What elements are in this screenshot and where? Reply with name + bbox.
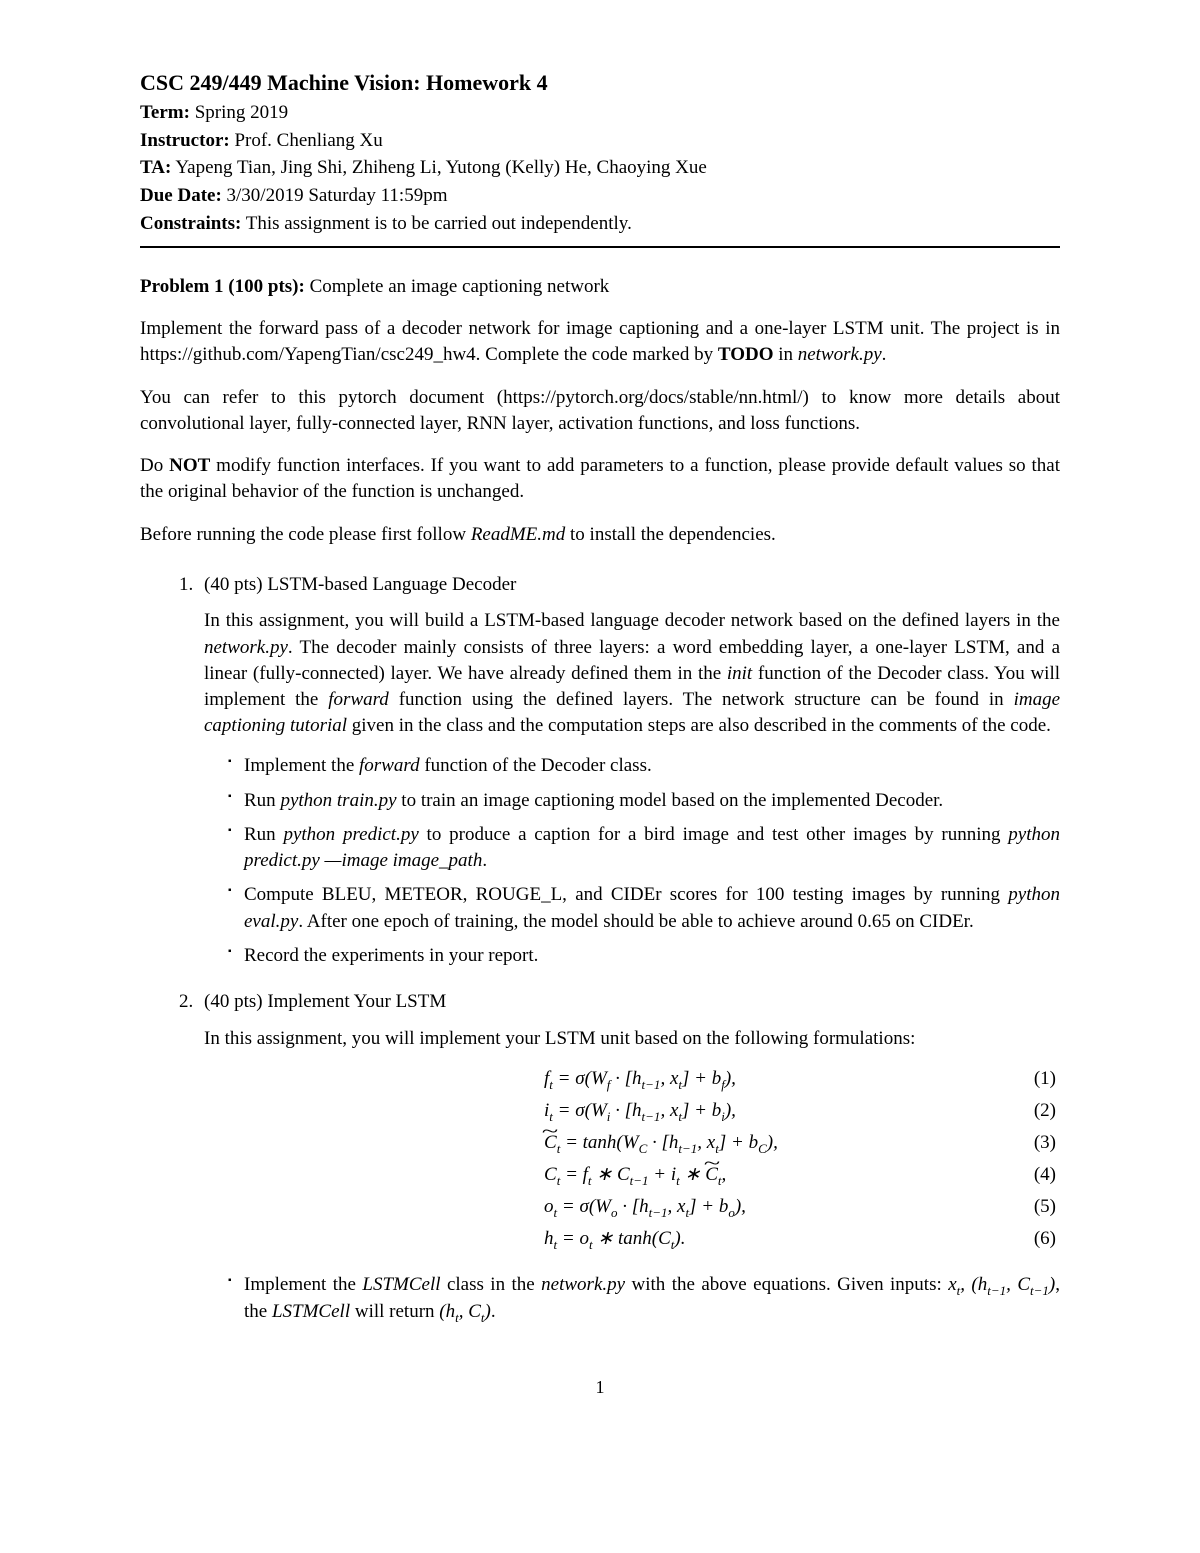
q1-heading: (40 pts) LSTM-based Language Decoder (204, 574, 516, 595)
q2b1d: network.py (541, 1274, 625, 1295)
q1pa: In this assignment, you will build a LST… (204, 610, 1060, 631)
q1pd: init (727, 663, 752, 684)
instructor-line: Instructor: Prof. Chenliang Xu (140, 128, 1060, 154)
q1b1b: forward (359, 755, 420, 776)
p4c: to install the dependencies. (565, 524, 776, 545)
q1b2c: to train an image captioning model based… (397, 790, 944, 811)
ta-line: TA: Yapeng Tian, Jing Shi, Zhiheng Li, Y… (140, 155, 1060, 181)
eq-2: it = σ(Wi · [ht−1, xt] + bi), (2) (204, 1098, 1060, 1126)
q1-paragraph: In this assignment, you will build a LST… (204, 608, 1060, 739)
q1-b5: Record the experiments in your report. (228, 943, 1060, 969)
p1d: network.py (798, 344, 882, 365)
q1b2b: python train.py (280, 790, 396, 811)
p3a: Do (140, 455, 169, 476)
p1c: in (773, 344, 797, 365)
term-line: Term: Spring 2019 (140, 100, 1060, 126)
q1pg: function using the defined layers. The n… (389, 689, 1014, 710)
eq-num-6: (6) (1016, 1226, 1060, 1253)
q2b1math2: (ht, Ct) (439, 1301, 491, 1322)
q2b1math1: xt, (ht−1, Ct−1) (948, 1274, 1055, 1295)
term-label: Term: (140, 102, 190, 123)
eq-5: ot = σ(Wo · [ht−1, xt] + bo), (5) (204, 1194, 1060, 1222)
q2-heading: (40 pts) Implement Your LSTM (204, 991, 446, 1012)
q1-item: (40 pts) LSTM-based Language Decoder In … (198, 572, 1060, 969)
constraints-label: Constraints: (140, 213, 241, 234)
intro-p3: Do NOT modify function interfaces. If yo… (140, 453, 1060, 505)
due-value: 3/30/2019 Saturday 11:59pm (222, 185, 448, 206)
q2b1b: LSTMCell (362, 1274, 440, 1295)
p3c: modify function interfaces. If you want … (140, 455, 1060, 502)
p3b: NOT (169, 455, 210, 476)
q1-b2: Run python train.py to train an image ca… (228, 788, 1060, 814)
q2b1h: will return (350, 1301, 439, 1322)
intro-p2: You can refer to this pytorch document (… (140, 385, 1060, 437)
problem-title-text: Complete an image captioning network (305, 276, 609, 297)
equation-block: ft = σ(Wf · [ht−1, xt] + bf), (1) it = σ… (204, 1066, 1060, 1254)
q2-paragraph: In this assignment, you will implement y… (204, 1026, 1060, 1052)
intro-p4: Before running the code please first fol… (140, 522, 1060, 548)
constraints-value: This assignment is to be carried out ind… (241, 213, 631, 234)
q1pf: forward (328, 689, 389, 710)
p4a: Before running the code please first fol… (140, 524, 471, 545)
q1-b3: Run python predict.py to produce a capti… (228, 822, 1060, 874)
eq-1: ft = σ(Wf · [ht−1, xt] + bf), (1) (204, 1066, 1060, 1094)
due-line: Due Date: 3/30/2019 Saturday 11:59pm (140, 183, 1060, 209)
q1b3b: python predict.py (283, 824, 418, 845)
q1pi: given in the class and the computation s… (347, 715, 1051, 736)
header: CSC 249/449 Machine Vision: Homework 4 T… (140, 70, 1060, 236)
problem-label: Problem 1 (100 pts): (140, 276, 305, 297)
eq-4: Ct = ft ∗ Ct−1 + it ∗ Ct, (4) (204, 1162, 1060, 1190)
term-value: Spring 2019 (190, 102, 288, 123)
q1b1c: function of the Decoder class. (420, 755, 652, 776)
problem-heading: Problem 1 (100 pts): Complete an image c… (140, 276, 1060, 298)
q1b3c: to produce a caption for a bird image an… (419, 824, 1009, 845)
eq-num-4: (4) (1016, 1162, 1060, 1189)
instructor-value: Prof. Chenliang Xu (230, 130, 383, 151)
eq-num-5: (5) (1016, 1194, 1060, 1221)
p1a: Implement the forward pass of a decoder … (140, 318, 1060, 365)
p1e: . (882, 344, 887, 365)
divider-rule (140, 246, 1060, 248)
q1b3a: Run (244, 824, 283, 845)
doc-title: CSC 249/449 Machine Vision: Homework 4 (140, 70, 1060, 96)
q1b3e: . (482, 850, 487, 871)
q1-bullets: Implement the forward function of the De… (204, 753, 1060, 969)
eq-num-1: (1) (1016, 1066, 1060, 1093)
q2b1g: LSTMCell (272, 1301, 350, 1322)
q1b1a: Implement the (244, 755, 359, 776)
q2-item: (40 pts) Implement Your LSTM In this ass… (198, 989, 1060, 1327)
ta-value: Yapeng Tian, Jing Shi, Zhiheng Li, Yuton… (171, 157, 707, 178)
q2-bullets: Implement the LSTMCell class in the netw… (204, 1272, 1060, 1327)
eq-6: ht = ot ∗ tanh(Ct). (6) (204, 1226, 1060, 1254)
page-number: 1 (140, 1377, 1060, 1398)
constraints-line: Constraints: This assignment is to be ca… (140, 211, 1060, 237)
q1b4a: Compute BLEU, METEOR, ROUGE_L, and CIDEr… (244, 884, 1008, 905)
eq-3: Ct = tanh(WC · [ht−1, xt] + bC), (3) (204, 1130, 1060, 1158)
q1-b4: Compute BLEU, METEOR, ROUGE_L, and CIDEr… (228, 882, 1060, 934)
eq-num-3: (3) (1016, 1130, 1060, 1157)
eq-num-2: (2) (1016, 1098, 1060, 1125)
page: CSC 249/449 Machine Vision: Homework 4 T… (70, 0, 1130, 1438)
q2b1e: with the above equations. Given inputs: (625, 1274, 948, 1295)
q1b4c: . After one epoch of training, the model… (298, 911, 973, 932)
ta-label: TA: (140, 157, 171, 178)
q2-b1: Implement the LSTMCell class in the netw… (228, 1272, 1060, 1327)
q1-b1: Implement the forward function of the De… (228, 753, 1060, 779)
due-label: Due Date: (140, 185, 222, 206)
p4b: ReadME.md (471, 524, 565, 545)
q2b1a: Implement the (244, 1274, 362, 1295)
q1pb: network.py (204, 637, 288, 658)
intro-p1: Implement the forward pass of a decoder … (140, 316, 1060, 368)
main-ordered-list: (40 pts) LSTM-based Language Decoder In … (140, 572, 1060, 1327)
instructor-label: Instructor: (140, 130, 230, 151)
q2b1c: class in the (441, 1274, 542, 1295)
p1b: TODO (718, 344, 774, 365)
q1b2a: Run (244, 790, 280, 811)
